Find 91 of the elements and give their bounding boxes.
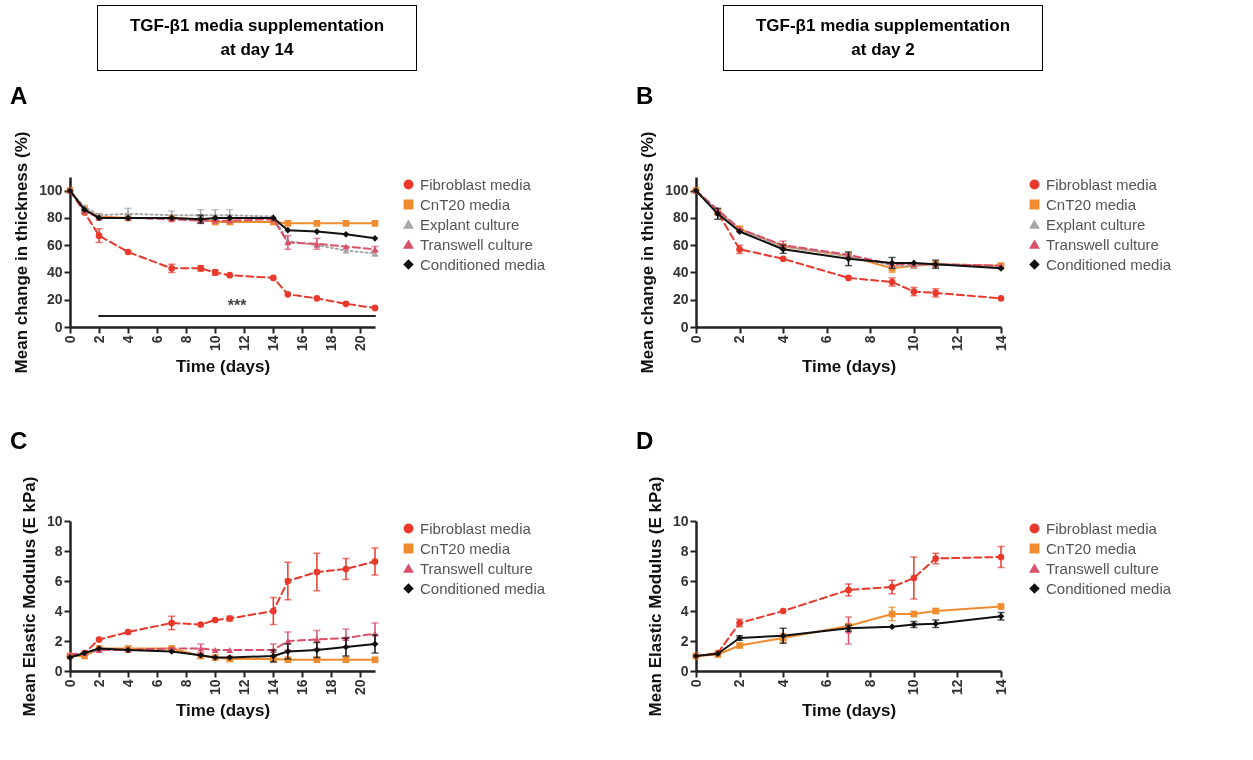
x-tick-label: 16 xyxy=(293,335,310,352)
y-tick-label: 4 xyxy=(680,602,689,619)
legend-label: Transwell culture xyxy=(420,559,533,577)
y-tick-label: 6 xyxy=(54,572,63,589)
legend-label: Fibroblast media xyxy=(1046,519,1158,537)
x-tick-label: 10 xyxy=(206,679,223,696)
x-tick-label: 14 xyxy=(992,335,1009,352)
text: TGF-β1 media supplementation at day 2 xyxy=(723,5,1043,71)
y-tick-label: 100 xyxy=(39,182,63,199)
legend-label: Transwell culture xyxy=(1046,235,1159,253)
legend-label: Conditioned media xyxy=(420,255,546,273)
legend-label: Explant culture xyxy=(1046,215,1146,233)
x-tick-label: 12 xyxy=(235,679,252,696)
y-tick-label: 10 xyxy=(672,512,689,529)
y-axis-title: Mean Elastic Modulus (E kPa) xyxy=(645,476,665,717)
x-tick-label: 8 xyxy=(861,679,878,688)
x-tick-label: 4 xyxy=(774,679,791,688)
y-axis-title: Mean Elastic Modulus (E kPa) xyxy=(19,476,39,717)
x-tick-label: 2 xyxy=(731,679,748,688)
y-tick-label: 8 xyxy=(54,542,63,559)
legend-label: Conditioned media xyxy=(1046,255,1172,273)
legend-label: Fibroblast media xyxy=(420,519,532,537)
x-tick-label: 14 xyxy=(264,679,281,696)
y-tick-label: 60 xyxy=(672,236,689,253)
y-tick-label: 4 xyxy=(54,602,63,619)
x-tick-label: 6 xyxy=(818,335,835,344)
x-tick-label: 12 xyxy=(948,335,965,352)
y-axis-title: Mean change in thickness (%) xyxy=(638,131,658,374)
y-tick-label: 6 xyxy=(680,572,689,589)
y-tick-label: 20 xyxy=(672,291,689,308)
x-tick-label: 18 xyxy=(322,335,339,352)
x-tick-label: 6 xyxy=(148,679,165,688)
legend-label: CnT20 media xyxy=(1046,539,1137,557)
y-tick-label: 2 xyxy=(680,632,689,649)
legend-label: Fibroblast media xyxy=(1046,175,1158,193)
x-tick-label: 18 xyxy=(322,679,339,696)
chart-title: A xyxy=(10,82,28,110)
chart-title: C xyxy=(10,427,28,455)
legend-label: Conditioned media xyxy=(420,579,546,597)
chart-title: B xyxy=(636,82,654,110)
y-tick-label: 60 xyxy=(46,236,63,253)
annotation: *** xyxy=(227,297,248,315)
x-tick-label: 20 xyxy=(351,679,368,696)
x-tick-label: 8 xyxy=(177,679,194,688)
x-tick-label: 0 xyxy=(687,335,704,344)
legend-label: Transwell culture xyxy=(1046,559,1159,577)
x-tick-label: 14 xyxy=(992,679,1009,696)
x-tick-label: 12 xyxy=(948,679,965,696)
legend-label: CnT20 media xyxy=(420,195,511,213)
legend-label: Transwell culture xyxy=(420,235,533,253)
x-tick-label: 0 xyxy=(61,679,78,688)
x-tick-label: 10 xyxy=(905,335,922,352)
legend-label: Explant culture xyxy=(420,215,520,233)
y-tick-label: 40 xyxy=(46,263,63,280)
legend-label: CnT20 media xyxy=(420,539,511,557)
x-tick-label: 4 xyxy=(119,679,136,688)
x-tick-label: 20 xyxy=(351,335,368,352)
x-tick-label: 10 xyxy=(905,679,922,696)
x-tick-label: 2 xyxy=(90,335,107,344)
y-tick-label: 2 xyxy=(54,632,63,649)
x-tick-label: 6 xyxy=(818,679,835,688)
y-tick-label: 40 xyxy=(672,263,689,280)
legend-label: Conditioned media xyxy=(1046,579,1172,597)
x-axis-title: Time (days) xyxy=(175,357,271,377)
x-tick-label: 0 xyxy=(687,679,704,688)
text: TGF-β1 media supplementation at day 14 xyxy=(97,5,417,71)
x-tick-label: 8 xyxy=(177,335,194,344)
x-axis-title: Time (days) xyxy=(801,357,897,377)
x-tick-label: 4 xyxy=(774,335,791,344)
x-tick-label: 10 xyxy=(206,335,223,352)
x-tick-label: 6 xyxy=(148,335,165,344)
x-axis-title: Time (days) xyxy=(801,701,897,721)
y-tick-label: 80 xyxy=(672,209,689,226)
chart-title: D xyxy=(636,427,654,455)
x-tick-label: 16 xyxy=(293,679,310,696)
y-tick-label: 100 xyxy=(665,182,689,199)
y-tick-label: 10 xyxy=(46,512,63,529)
x-tick-label: 2 xyxy=(731,335,748,344)
x-tick-label: 4 xyxy=(119,335,136,344)
legend-label: CnT20 media xyxy=(1046,195,1137,213)
x-tick-label: 2 xyxy=(90,679,107,688)
y-axis-title: Mean change in thickness (%) xyxy=(12,131,32,374)
x-tick-label: 14 xyxy=(264,335,281,352)
x-tick-label: 12 xyxy=(235,335,252,352)
y-tick-label: 8 xyxy=(680,542,689,559)
x-tick-label: 0 xyxy=(61,335,78,344)
y-tick-label: 20 xyxy=(46,291,63,308)
legend-label: Fibroblast media xyxy=(420,175,532,193)
x-axis-title: Time (days) xyxy=(175,701,271,721)
x-tick-label: 8 xyxy=(861,335,878,344)
y-tick-label: 80 xyxy=(46,209,63,226)
